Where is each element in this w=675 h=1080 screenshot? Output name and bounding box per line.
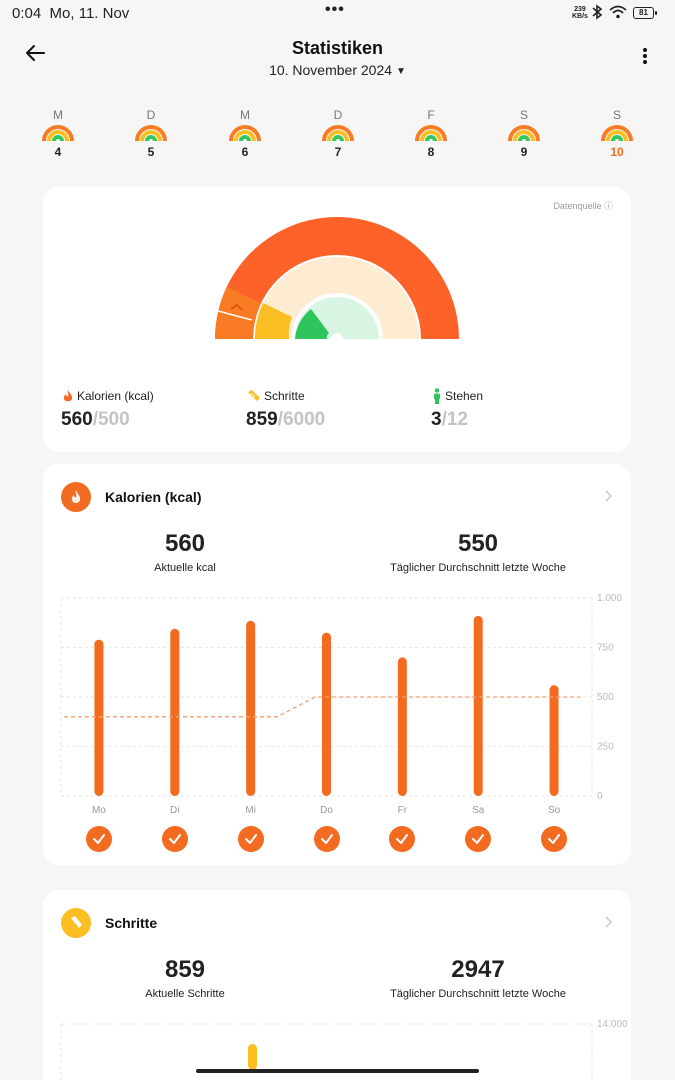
kcal-bar	[170, 628, 180, 796]
more-options-icon[interactable]	[636, 44, 654, 68]
shoe-icon	[248, 390, 260, 401]
steps-bar-mi	[248, 1044, 257, 1070]
day-letter: M	[53, 108, 63, 122]
x-tick-label: Di	[170, 805, 179, 816]
wifi-icon	[609, 5, 627, 19]
chevron-right-icon[interactable]	[605, 916, 613, 928]
caret-down-icon: ▼	[396, 66, 406, 77]
calories-bar-chart: 0 250 500 750 1.000 Mo Di Mi Do Fr Sa So	[60, 593, 622, 816]
x-tick-label: Fr	[398, 805, 408, 816]
app-header: Statistiken 10. November 2024 ▼	[0, 30, 675, 90]
date-label: 10. November 2024	[269, 62, 393, 78]
calories-card[interactable]: Kalorien (kcal) 560 Aktuelle kcal 550 Tä…	[43, 464, 631, 865]
status-time-date: 0:04 Mo, 11. Nov	[12, 5, 130, 22]
x-tick-label: Do	[320, 805, 333, 816]
goal-check-icon	[85, 826, 112, 852]
page-title: Statistiken	[291, 38, 384, 58]
x-tick-label: Mi	[245, 805, 256, 816]
y-tick-label: 750	[597, 643, 614, 654]
day-number: 8	[427, 145, 435, 159]
activity-ring-icon	[322, 125, 354, 142]
calories-metric: Kalorien (kcal) 560/500	[61, 389, 154, 430]
day-number: 7	[334, 145, 342, 159]
flame-icon	[61, 482, 91, 512]
status-dots: •••	[325, 1, 345, 18]
y-tick-label: 250	[597, 742, 614, 753]
steps-bar-chart: 14.000	[60, 1019, 628, 1080]
status-bar: 0:04 Mo, 11. Nov ••• 239 KB/s 81	[0, 0, 675, 28]
goal-check-icon	[465, 826, 492, 852]
activity-ring-icon	[601, 125, 633, 142]
date-selector[interactable]: 10. November 2024 ▼	[0, 62, 675, 78]
day-number: 5	[147, 145, 155, 159]
kcal-bar	[246, 620, 256, 796]
kcal-bar	[549, 685, 559, 796]
calories-card-title: Kalorien (kcal)	[105, 489, 202, 505]
y-tick-label: 1.000	[597, 593, 622, 604]
standing-person-icon	[434, 388, 440, 404]
current-steps-stat: 859 Aktuelle Schritte	[145, 956, 225, 1000]
activity-ring-icon	[508, 125, 540, 142]
activity-rings-gauge	[215, 217, 459, 339]
kcal-bar	[322, 632, 331, 796]
x-tick-label: Mo	[92, 805, 106, 816]
steps-card-header: Schritte	[61, 908, 157, 938]
goal-check-icon	[541, 826, 568, 852]
avg-kcal-stat: 550 Täglicher Durchschnitt letzte Woche	[390, 530, 566, 574]
activity-ring-icon	[42, 125, 74, 142]
steps-card-title: Schritte	[105, 915, 158, 931]
data-source-link[interactable]: Datenquelle ⓘ	[553, 201, 613, 211]
goal-check-icon	[389, 826, 416, 852]
kcal-bar	[397, 657, 407, 796]
day-letter: M	[240, 108, 250, 122]
back-arrow-icon[interactable]	[22, 40, 48, 66]
day-letter: S	[519, 108, 528, 122]
day-number: 9	[520, 145, 528, 159]
x-tick-label: Sa	[472, 805, 485, 816]
activity-ring-icon	[135, 125, 167, 142]
y-tick-label: 500	[597, 692, 614, 703]
x-tick-label: So	[548, 805, 561, 816]
activity-ring-icon	[229, 125, 261, 142]
kcal-bar	[473, 615, 483, 796]
chevron-right-icon[interactable]	[605, 490, 613, 502]
stand-metric: Stehen 3/12	[431, 388, 484, 430]
goal-check-icon	[161, 826, 188, 852]
calories-card-header: Kalorien (kcal)	[61, 482, 201, 512]
activity-ring-icon	[415, 125, 447, 142]
flame-icon	[63, 390, 73, 402]
week-day-6[interactable]: S 10	[597, 108, 637, 159]
kcal-bar	[94, 639, 104, 796]
day-letter: D	[146, 108, 156, 122]
goal-check-icon	[237, 826, 264, 852]
battery-indicator: 81	[633, 7, 657, 19]
steps-ytick-top: 14.000	[597, 1019, 628, 1030]
day-number: 6	[241, 145, 249, 159]
day-letter: F	[427, 108, 435, 122]
day-number: 4	[54, 145, 62, 159]
network-speed: 239 KB/s	[572, 6, 588, 20]
y-tick-label: 0	[597, 791, 603, 802]
goal-check-icon	[313, 826, 340, 852]
steps-metric: Schritte 859/6000	[246, 389, 326, 430]
week-selector: M 4 D 5 M 6 D 7 F 8 S 9 S 10	[0, 108, 675, 168]
steps-card[interactable]: Schritte 859 Aktuelle Schritte 2947 Tägl…	[43, 890, 631, 1080]
day-number: 10	[610, 145, 624, 159]
day-letter: D	[333, 108, 343, 122]
shoe-icon	[61, 908, 91, 938]
gesture-navigation-bar[interactable]	[196, 1069, 479, 1073]
bluetooth-icon	[592, 4, 603, 20]
current-kcal-stat: 560 Aktuelle kcal	[154, 530, 216, 574]
goal-line	[64, 696, 581, 718]
avg-steps-stat: 2947 Täglicher Durchschnitt letzte Woche	[390, 956, 566, 1000]
activity-summary-card: Datenquelle ⓘ Kalorien (kcal) 560/500 Sc…	[43, 187, 631, 452]
day-letter: S	[612, 108, 621, 122]
